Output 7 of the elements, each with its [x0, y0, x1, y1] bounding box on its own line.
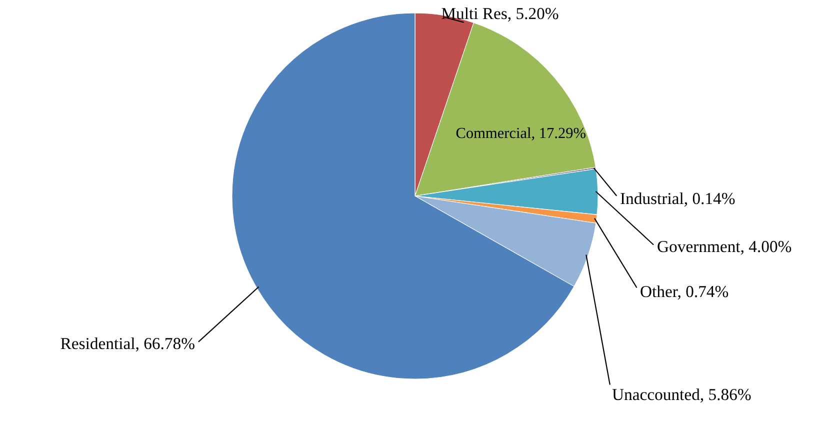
slice-label: Multi Res, 5.20% — [442, 7, 558, 22]
slice-label: Unaccounted, 5.86% — [612, 388, 751, 403]
slice-label: Industrial, 0.14% — [620, 192, 735, 207]
slice-label: Government, 4.00% — [658, 240, 792, 255]
slice-label: Residential, 66.78% — [60, 337, 194, 352]
slice-label: Commercial, 17.29% — [456, 127, 586, 140]
slice-label: Other, 0.74% — [640, 285, 728, 300]
